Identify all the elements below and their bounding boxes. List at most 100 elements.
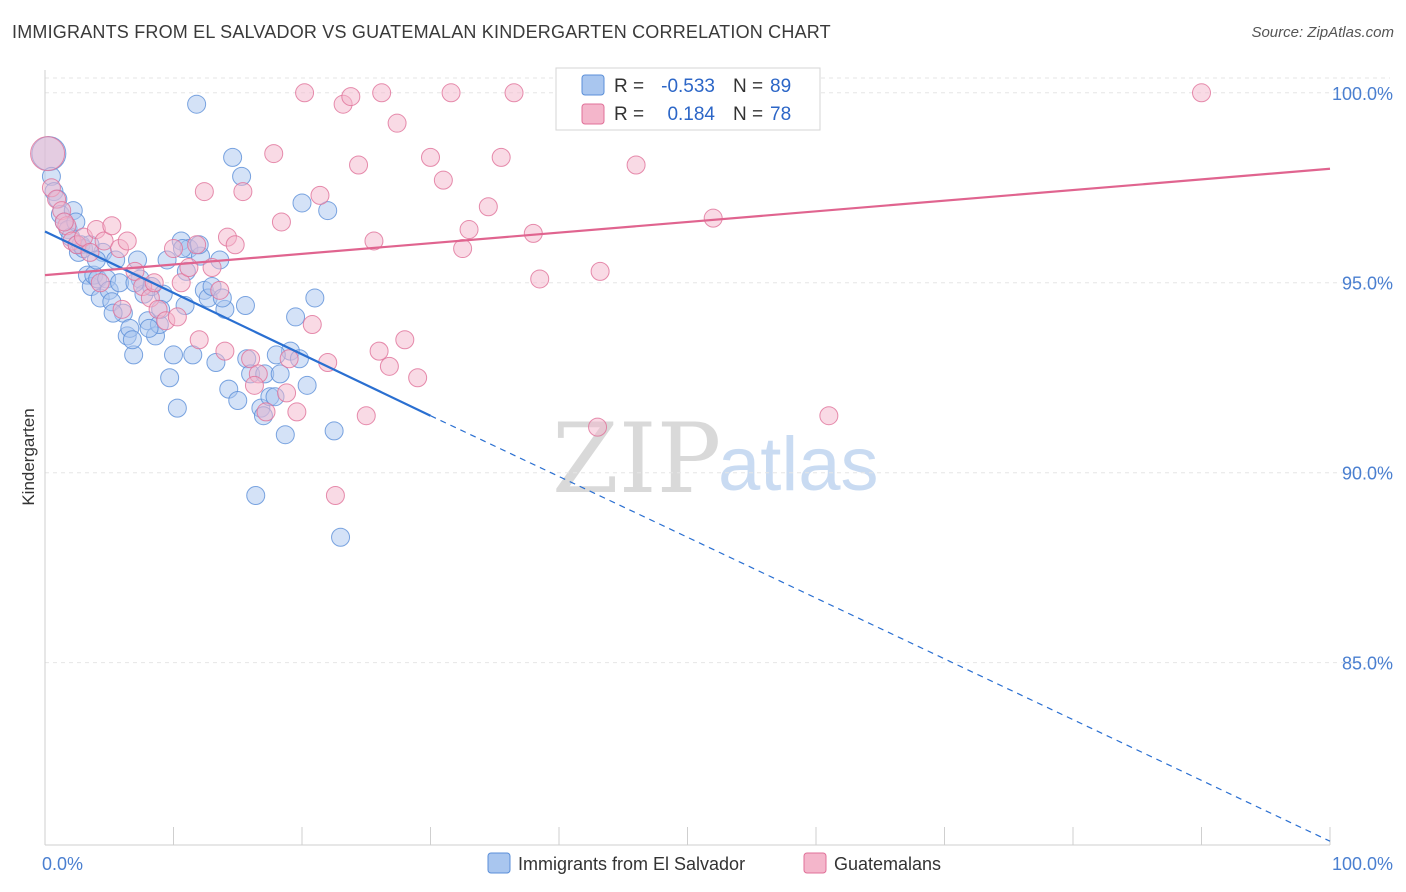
point-guatemalan-58 (504, 83, 524, 103)
point-guatemalan-25 (210, 280, 230, 300)
point-guatemalan-61 (588, 417, 608, 437)
point-el-salvador-39 (167, 398, 187, 418)
point-guatemalan-45 (364, 231, 384, 251)
legend-r-label-blue: R = (614, 76, 644, 97)
point-el-salvador-77 (139, 318, 159, 338)
point-el-salvador-38 (164, 345, 183, 365)
point-el-salvador-66 (286, 307, 306, 327)
point-guatemalan-28 (233, 182, 253, 202)
legend-swatch-blue (581, 74, 605, 96)
point-el-salvador-76 (122, 330, 142, 350)
point-el-salvador-54 (228, 391, 248, 411)
point-guatemalan-42 (341, 87, 361, 107)
point-el-salvador-67 (292, 193, 312, 213)
point-guatemalan-70 (112, 299, 132, 319)
point-guatemalan-57 (491, 147, 511, 167)
axes (44, 70, 1331, 846)
legend-r-value-blue: -0.533 (661, 76, 715, 97)
x-tick-label-0: 0.0% (42, 854, 83, 874)
point-guatemalan-33 (271, 212, 291, 232)
point-el-salvador-72 (331, 527, 351, 547)
point-el-salvador-44 (187, 94, 207, 114)
watermark-atlas: atlas (718, 422, 879, 507)
point-guatemalan-64 (703, 208, 723, 228)
point-guatemalan-68 (54, 212, 74, 232)
point-guatemalan-10 (94, 231, 114, 251)
point-guatemalan-36 (295, 83, 315, 103)
point-guatemalan-56 (478, 197, 498, 217)
point-guatemalan-55 (459, 220, 479, 240)
trend-line-guatemalans (44, 167, 1331, 277)
point-guatemalan-62 (590, 261, 610, 281)
point-guatemalan-73 (189, 330, 209, 350)
stats-legend: R = -0.533 N = 89 R = 0.184 N = 78 (555, 67, 821, 131)
point-guatemalan-11 (102, 216, 122, 236)
legend-n-label-blue: N = (733, 76, 763, 97)
point-guatemalan-63 (626, 155, 646, 175)
point-guatemalan-40 (325, 485, 345, 505)
y-axis-title: Kindergarten (19, 408, 38, 505)
point-guatemalan-48 (387, 113, 407, 133)
point-guatemalan-72 (167, 307, 187, 327)
point-guatemalan-49 (395, 330, 415, 350)
point-guatemalan-31 (256, 402, 276, 422)
y-tick-label-3: 85.0% (1342, 654, 1393, 674)
legend-n-value-pink: 78 (770, 104, 791, 125)
point-guatemalan-29 (241, 349, 261, 369)
point-el-salvador-71 (324, 421, 344, 441)
point-el-salvador-53 (223, 147, 243, 167)
point-guatemalan-22 (187, 235, 207, 255)
point-el-salvador-37 (160, 368, 180, 388)
bottom-legend: Immigrants from El Salvador Guatemalans (487, 852, 941, 874)
point-guatemalan-47 (379, 356, 399, 376)
y-tick-label-2: 90.0% (1342, 464, 1393, 484)
point-guatemalan-19 (164, 239, 183, 259)
point-guatemalan-69 (90, 273, 110, 293)
point-guatemalan-53 (441, 83, 461, 103)
point-guatemalan-77 (369, 341, 389, 361)
point-guatemalan-20 (171, 273, 191, 293)
point-guatemalan-51 (421, 147, 440, 167)
legend-r-value-pink: 0.184 (667, 104, 715, 125)
bottom-legend-label-pink: Guatemalans (834, 854, 941, 874)
point-el-salvador-70 (318, 201, 338, 221)
chart-title: IMMIGRANTS FROM EL SALVADOR VS GUATEMALA… (12, 22, 831, 42)
trend-lines (44, 167, 1331, 842)
legend-swatch-pink (581, 103, 605, 125)
y-tick-label-1: 95.0% (1342, 274, 1393, 294)
point-guatemalan-66 (819, 406, 839, 426)
tick-labels: 100.0% 95.0% 90.0% 85.0% 0.0% 100.0% (42, 84, 1393, 874)
point-el-salvador-69 (305, 288, 325, 308)
bottom-legend-swatch-pink (803, 852, 827, 874)
point-guatemalan-13 (117, 231, 137, 251)
watermark-zip: ZIP (552, 403, 721, 515)
point-guatemalan-43 (349, 155, 369, 175)
point-guatemalan-76 (277, 383, 297, 403)
watermark: ZIP atlas (552, 403, 879, 515)
point-guatemalan-37 (302, 315, 322, 335)
trend-line-el-salvador-extrapolated (430, 415, 1331, 842)
point-guatemalan-60 (530, 269, 550, 289)
point-guatemalan-23 (194, 182, 214, 202)
point-guatemalan-67 (1192, 83, 1211, 103)
bottom-legend-swatch-blue (487, 852, 511, 874)
trend-line-el-salvador (44, 230, 431, 417)
legend-n-label-pink: N = (733, 104, 763, 125)
x-tick-label-1: 100.0% (1332, 854, 1393, 874)
point-guatemalan-32 (264, 144, 284, 164)
point-guatemalan-54 (453, 239, 473, 259)
point-el-salvador-58 (246, 485, 266, 505)
series-guatemalans (30, 83, 1211, 505)
series-el-salvador (31, 94, 351, 547)
point-guatemalan-52 (433, 170, 453, 190)
point-guatemalan-75 (244, 375, 264, 395)
point-guatemalan-50 (408, 368, 428, 388)
point-guatemalan-24 (202, 258, 222, 278)
point-guatemalan-21 (179, 258, 199, 278)
point-guatemalan-0 (30, 136, 66, 172)
point-guatemalan-74 (215, 341, 235, 361)
point-guatemalan-38 (310, 185, 330, 205)
point-el-salvador-68 (297, 375, 317, 395)
point-guatemalan-27 (225, 235, 245, 255)
